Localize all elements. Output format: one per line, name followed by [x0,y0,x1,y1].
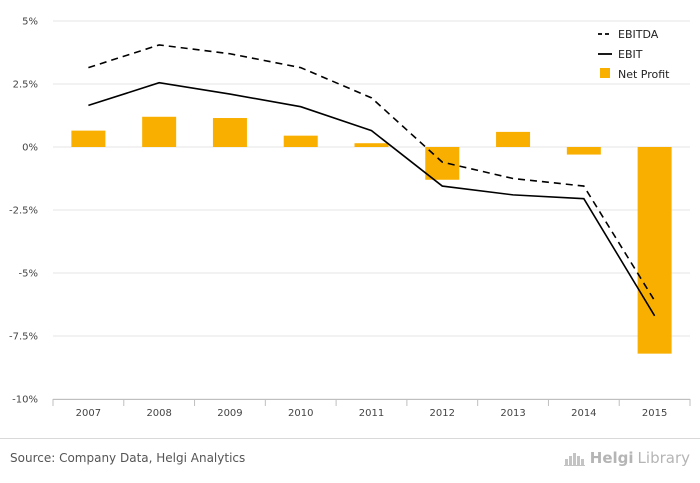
line-ebitda [88,44,656,302]
legend-label: EBITDA [618,28,659,41]
legend-label: Net Profit [618,68,670,81]
footer-divider [0,438,700,439]
bar-net-profit [566,147,601,155]
x-tick-label: 2009 [217,408,242,419]
x-tick-label: 2015 [642,408,667,419]
brand-name-strong: Helgi [589,449,634,467]
bar-net-profit [283,135,318,147]
y-tick-label: -2.5% [9,206,38,217]
bar-net-profit [637,147,672,354]
bar-net-profit [71,130,106,147]
x-tick-label: 2014 [571,408,596,419]
y-tick-label: -7.5% [9,332,38,343]
legend-swatch-net-profit [600,68,610,78]
y-tick-label: -10% [12,395,38,406]
brand-name-light: Library [637,449,690,467]
line-ebit [88,81,656,317]
y-tick-label: 0% [22,143,38,154]
x-tick-label: 2008 [146,408,171,419]
bar-net-profit [496,131,531,147]
x-tick-label: 2010 [288,408,313,419]
bar-net-profit [354,143,389,147]
bar-net-profit [142,116,177,147]
bar-net-profit [212,118,247,147]
source-note: Source: Company Data, Helgi Analytics [10,451,246,465]
chart-svg: 5% 2.5% 0% -2.5% -5% -7.5% -10% 2007 2008 2009 201… [9,17,691,419]
brand-logo: Helgi Library [563,449,690,467]
y-tick-label: -5% [19,269,38,280]
x-tick-label: 2012 [430,408,455,419]
x-tick-label: 2011 [359,408,384,419]
library-icon [563,453,585,466]
y-tick-label: 2.5% [13,80,38,91]
x-tick-label: 2013 [500,408,525,419]
x-tick-label: 2007 [76,408,101,419]
legend-label: EBIT [618,48,643,61]
y-tick-label: 5% [22,17,38,28]
